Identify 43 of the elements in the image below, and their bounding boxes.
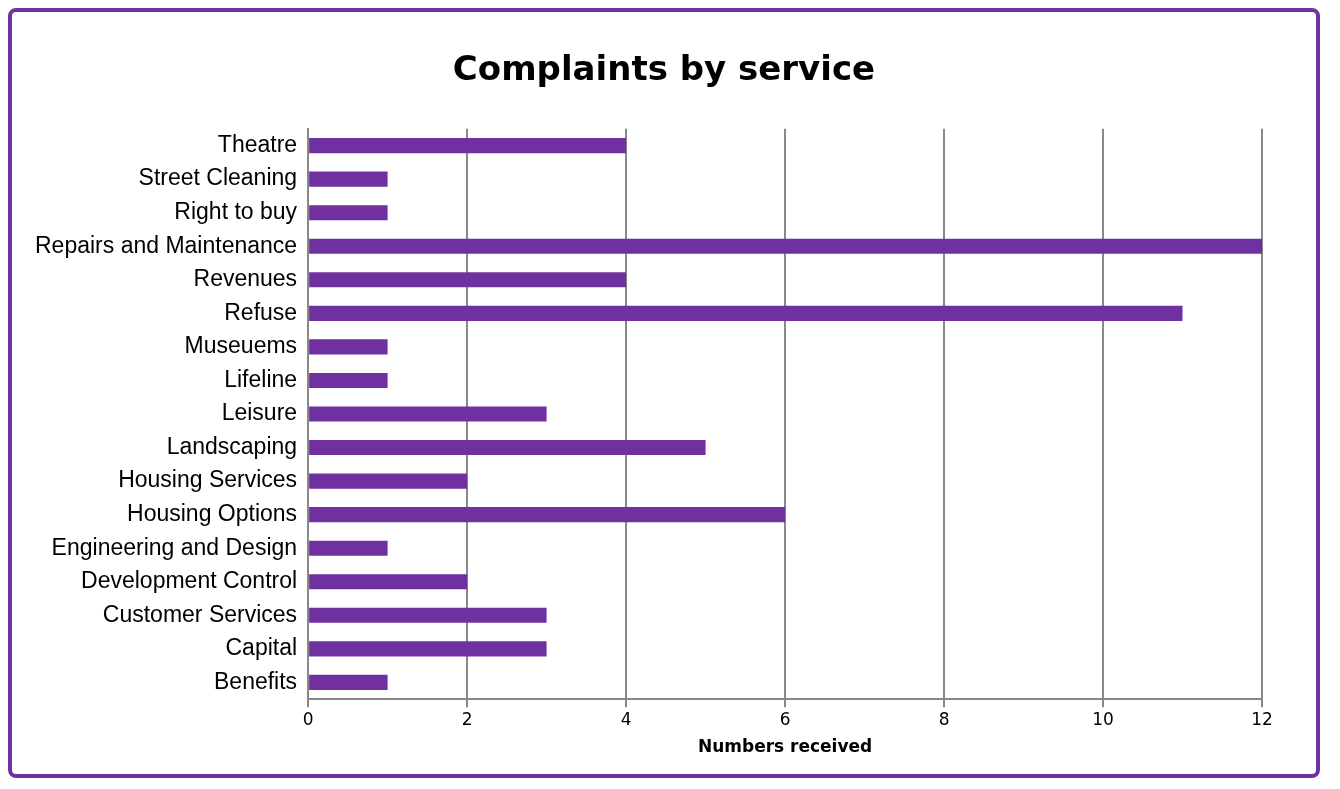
bar (309, 607, 547, 623)
bar (309, 171, 388, 187)
bar (309, 305, 1183, 321)
bar (309, 372, 388, 388)
x-tick-label: 6 (779, 708, 791, 729)
bar (309, 440, 706, 456)
x-axis-title: Numbers received (697, 736, 873, 757)
bar (309, 641, 547, 657)
bar (309, 507, 786, 523)
bar (309, 674, 388, 690)
bar (309, 238, 1262, 254)
x-tick-label: 2 (461, 708, 473, 729)
bar (309, 205, 388, 221)
y-tick-label: Leisure (221, 399, 298, 426)
y-tick-label: Refuse (224, 298, 298, 325)
y-tick-label: Housing Services (118, 466, 298, 493)
y-tick-label: Housing Options (127, 500, 298, 526)
bar (309, 574, 468, 590)
y-tick-label: Theatre (217, 130, 298, 157)
x-tick-label: 12 (1251, 708, 1273, 729)
y-tick-label: Repairs and Maintenance (35, 231, 298, 258)
y-tick-label: Benefits (214, 667, 298, 694)
y-tick-label: Development Control (81, 567, 298, 594)
bar (309, 272, 627, 288)
x-tick-label: 4 (620, 708, 632, 729)
x-tick-label: 0 (302, 708, 314, 729)
x-tick-label: 8 (938, 708, 950, 729)
y-tick-label: Landscaping (166, 432, 298, 459)
bar (309, 540, 388, 556)
y-tick-label: Capital (225, 634, 298, 661)
y-tick-label: Lifeline (224, 365, 298, 392)
y-tick-label: Customer Services (102, 600, 298, 627)
y-tick-label: Engineering and Design (51, 533, 298, 560)
y-tick-label: Revenues (193, 265, 298, 292)
bar (309, 473, 468, 489)
x-tick-label: 10 (1092, 708, 1114, 729)
y-tick-label: Street Cleaning (138, 164, 298, 191)
y-tick-label: Museuems (184, 332, 298, 359)
bar (309, 138, 627, 154)
y-tick-label: Right to buy (174, 198, 298, 225)
bar (309, 339, 388, 355)
chart-title: Complaints by service (451, 48, 877, 88)
bar (309, 406, 547, 422)
